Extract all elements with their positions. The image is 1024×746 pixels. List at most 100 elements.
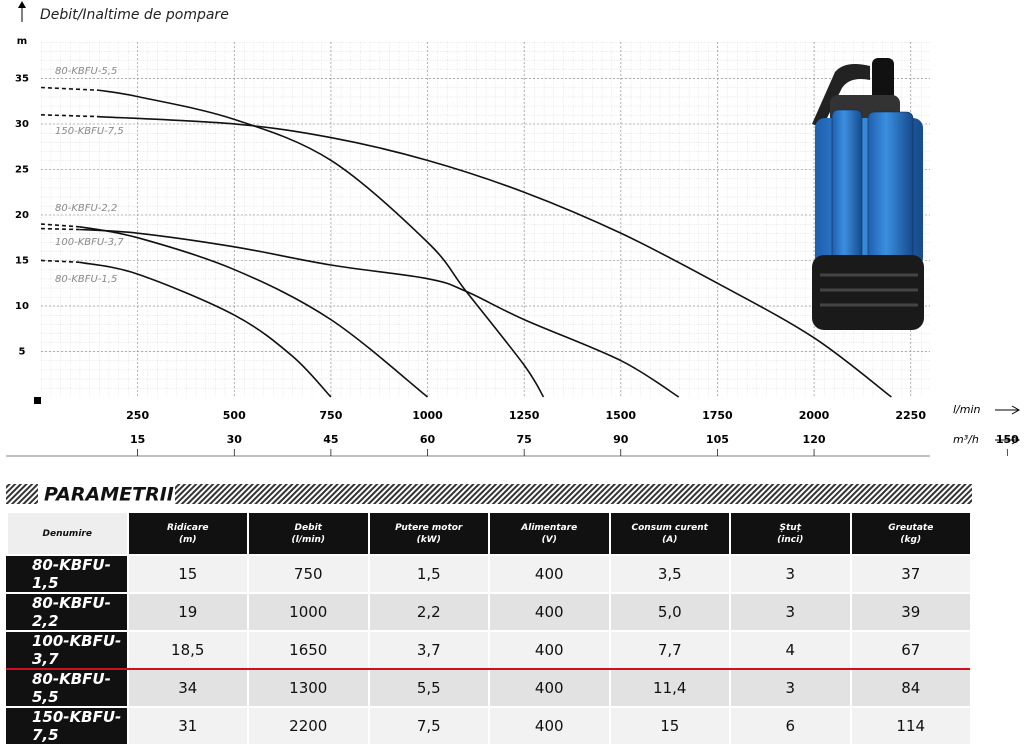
table-cell: 1650 bbox=[247, 632, 368, 668]
series-label: 80-KBFU-2,2 bbox=[55, 203, 117, 214]
x-tick-label: 1500 bbox=[605, 409, 636, 422]
hatch bbox=[6, 484, 38, 504]
series-label: 100-KBFU-3,7 bbox=[55, 237, 124, 248]
column-unit: (l/min) bbox=[291, 534, 325, 545]
table-cell: 3,7 bbox=[367, 632, 488, 668]
column-unit: (kg) bbox=[900, 534, 922, 545]
table-cell: 37 bbox=[849, 556, 970, 592]
table-title: PARAMETRII bbox=[44, 484, 174, 506]
column-header: Denumire bbox=[6, 513, 127, 554]
model-name: 80-KBFU-2,2 bbox=[6, 594, 127, 630]
table-cell: 3 bbox=[729, 556, 850, 592]
table-cell: 1300 bbox=[247, 670, 368, 706]
x2-tick-label: 105 bbox=[706, 433, 729, 446]
y-tick-label: 25 bbox=[15, 164, 29, 175]
table-row: 80-KBFU-5,5 34 1300 5,5 400 11,4 3 84 bbox=[6, 670, 970, 706]
table-cell: 18,5 bbox=[126, 632, 247, 668]
y-label: m bbox=[17, 36, 27, 47]
x-tick-label: 1000 bbox=[412, 409, 443, 422]
minor-grid bbox=[41, 42, 930, 397]
column-unit: (V) bbox=[541, 534, 557, 545]
x2-tick-label: 45 bbox=[323, 433, 338, 446]
x-tick-label: 500 bbox=[223, 409, 246, 422]
x2-tick-label: 150 bbox=[996, 433, 1019, 446]
table-cell: 3,5 bbox=[608, 556, 729, 592]
x2-tick-label: 15 bbox=[130, 433, 145, 446]
x-tick-label: 2250 bbox=[895, 409, 926, 422]
table-cell: 4 bbox=[729, 632, 850, 668]
x2-tick-label: 90 bbox=[613, 433, 629, 446]
y-tick-label: 15 bbox=[15, 255, 29, 266]
column-header: Debit (l/min) bbox=[247, 513, 368, 554]
chart: Debit/Inaltime de pompare m l/min m³/h 5… bbox=[6, 1, 1021, 672]
column-header: Ridicare (m) bbox=[126, 513, 247, 554]
series-label: 150-KBFU-7,5 bbox=[55, 126, 124, 137]
y-tick-label: 35 bbox=[15, 73, 29, 84]
table-cell: 5,0 bbox=[608, 594, 729, 630]
model-name: 150-KBFU-7,5 bbox=[6, 708, 127, 744]
table-cell: 400 bbox=[488, 632, 609, 668]
table-row: 80-KBFU-2,2 19 1000 2,2 400 5,0 3 39 bbox=[6, 594, 970, 630]
column-header: Alimentare (V) bbox=[488, 513, 609, 554]
x-label: l/min bbox=[953, 403, 981, 416]
table-cell: 3 bbox=[729, 670, 850, 706]
table-cell: 7,5 bbox=[367, 708, 488, 744]
curve bbox=[98, 89, 545, 398]
x2-tick-label: 75 bbox=[516, 433, 531, 446]
x-tick-label: 750 bbox=[319, 409, 342, 422]
table-cell: 3 bbox=[729, 594, 850, 630]
column-unit: (m) bbox=[178, 534, 197, 545]
table-cell: 67 bbox=[849, 632, 970, 668]
column-name: Greutate bbox=[888, 522, 934, 533]
origin-mark bbox=[34, 397, 41, 404]
table-cell: 1000 bbox=[247, 594, 368, 630]
table-cell: 39 bbox=[849, 594, 970, 630]
arrow bbox=[995, 435, 1021, 445]
curve bbox=[79, 261, 332, 398]
table-cell: 1,5 bbox=[367, 556, 488, 592]
hatch bbox=[175, 484, 972, 504]
y-tick-label: 10 bbox=[15, 301, 29, 312]
column-name: Debit bbox=[294, 522, 322, 533]
curve bbox=[40, 227, 80, 231]
pump-image bbox=[812, 58, 924, 330]
y-tick-label: 5 bbox=[19, 346, 26, 357]
x-tick-label: 2000 bbox=[799, 409, 830, 422]
table-cell: 400 bbox=[488, 670, 609, 706]
column-unit: (inci) bbox=[777, 534, 804, 545]
column-header: Ștuț (inci) bbox=[729, 513, 850, 554]
x2-tick-label: 30 bbox=[227, 433, 243, 446]
table-cell: 31 bbox=[126, 708, 247, 744]
column-header: Greutate (kg) bbox=[849, 513, 970, 554]
table-row: 80-KBFU-1,5 15 750 1,5 400 3,5 3 37 bbox=[6, 556, 970, 592]
series-label: 80-KBFU-5,5 bbox=[55, 66, 117, 77]
table-cell: 114 bbox=[849, 708, 970, 744]
x2-tick-label: 60 bbox=[420, 433, 436, 446]
arrowhead bbox=[18, 1, 26, 8]
table-cell: 5,5 bbox=[367, 670, 488, 706]
column-name: Putere motor bbox=[395, 522, 463, 533]
series-label: 80-KBFU-1,5 bbox=[55, 274, 117, 285]
table-cell: 2,2 bbox=[367, 594, 488, 630]
column-header: Consum curent (A) bbox=[608, 513, 729, 554]
column-name: Ridicare bbox=[167, 522, 209, 533]
page: {"chart_data":{"type":"line","title":"De… bbox=[6, 1, 1021, 744]
curve bbox=[40, 259, 80, 264]
table-cell: 6 bbox=[729, 708, 850, 744]
table-cell: 15 bbox=[126, 556, 247, 592]
x2-label: m³/h bbox=[953, 433, 979, 446]
x-tick-label: 1750 bbox=[702, 409, 733, 422]
curve bbox=[40, 114, 100, 118]
table-row: 100-KBFU-3,7 18,5 1650 3,7 400 7,7 4 67 bbox=[6, 632, 970, 668]
table-cell: 750 bbox=[247, 556, 368, 592]
y-tick-label: 30 bbox=[15, 119, 29, 130]
x-tick-label: 250 bbox=[126, 409, 149, 422]
table-cell: 7,7 bbox=[608, 632, 729, 668]
table: Denumire Ridicare (m) Debit (l/min) Putere mo… bbox=[6, 511, 970, 746]
table-cell: 15 bbox=[608, 708, 729, 744]
x-tick-label: 1250 bbox=[509, 409, 540, 422]
model-name: 100-KBFU-3,7 bbox=[6, 632, 127, 668]
model-name: 80-KBFU-5,5 bbox=[6, 670, 127, 706]
y-tick-label: 20 bbox=[15, 210, 29, 221]
table-row: 150-KBFU-7,5 31 2200 7,5 400 15 6 114 bbox=[6, 708, 970, 744]
